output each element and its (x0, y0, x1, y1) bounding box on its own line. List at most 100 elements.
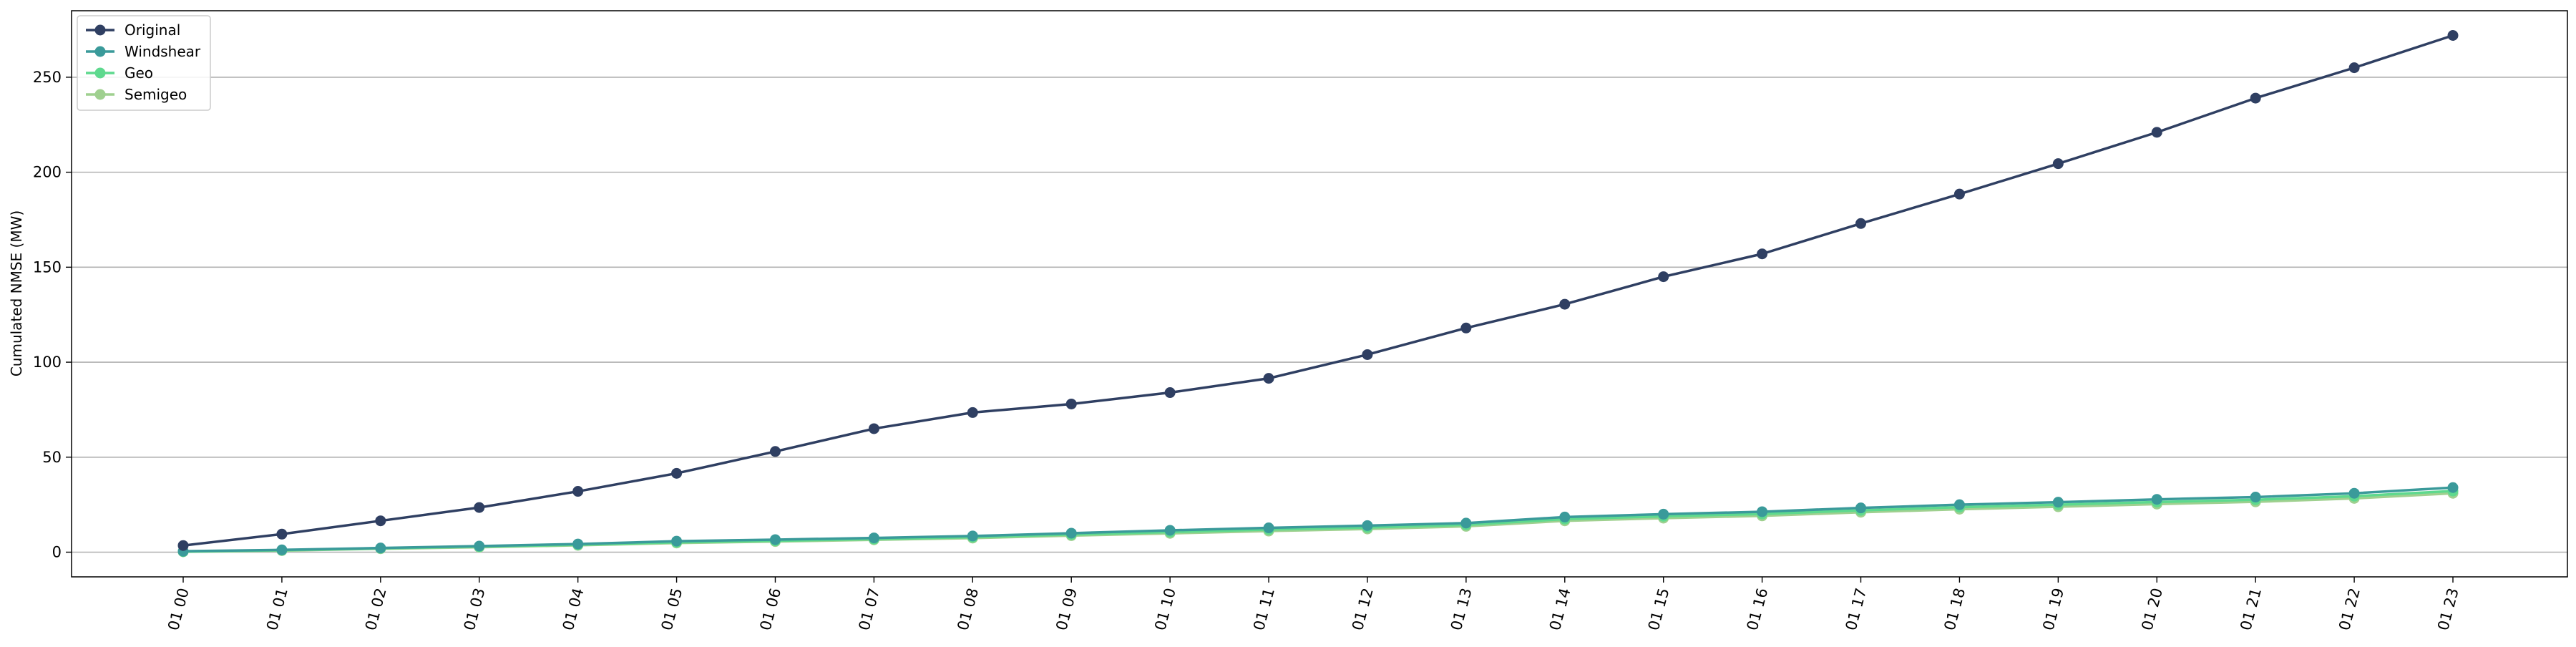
data-point (1559, 511, 1571, 522)
series-windshear (177, 482, 2459, 557)
data-point (1953, 188, 1965, 200)
grid-lines (72, 77, 2567, 553)
legend-swatch-marker (94, 46, 106, 57)
legend-label: Semigeo (125, 86, 187, 103)
data-point (671, 535, 683, 547)
data-point (967, 530, 978, 542)
x-tick-label: 01 15 (1645, 586, 1673, 632)
data-point (2151, 494, 2162, 505)
data-point (1362, 349, 1373, 360)
y-axis: 0 50 100 150 200 250 (33, 69, 72, 560)
data-point (375, 543, 386, 554)
y-tick-label: 150 (33, 258, 62, 276)
data-point (769, 446, 781, 457)
x-tick-label: 01 17 (1843, 586, 1870, 632)
data-point (868, 423, 879, 434)
data-point (276, 528, 288, 540)
data-point (2250, 492, 2261, 503)
data-point (1757, 248, 1768, 260)
y-tick-label: 50 (42, 449, 62, 466)
legend-swatch-marker (94, 24, 106, 36)
x-axis: 01 00 01 01 01 02 01 03 01 04 01 05 01 06 01 07… (165, 577, 2462, 632)
x-tick-label: 01 19 (2039, 586, 2067, 632)
data-point (1460, 322, 1472, 334)
data-point (1362, 520, 1373, 531)
x-tick-label: 01 04 (560, 586, 587, 632)
x-tick-label: 01 02 (362, 586, 390, 632)
data-point (572, 538, 584, 550)
x-tick-label: 01 20 (2138, 586, 2166, 632)
data-point (1559, 298, 1571, 310)
x-tick-label: 01 07 (855, 586, 883, 632)
x-tick-label: 01 11 (1250, 586, 1278, 632)
x-tick-label: 01 13 (1448, 586, 1475, 632)
data-point (1855, 502, 1867, 514)
x-tick-label: 01 10 (1151, 586, 1179, 632)
data-point (2250, 92, 2261, 104)
y-tick-label: 0 (52, 543, 62, 560)
legend-swatch-marker (94, 67, 106, 79)
series-original (177, 30, 2459, 551)
x-tick-label: 01 23 (2434, 586, 2462, 632)
x-tick-label: 01 12 (1349, 586, 1377, 632)
series-line (182, 486, 2454, 553)
y-tick-label: 100 (33, 354, 62, 371)
data-point (375, 515, 386, 527)
x-tick-label: 01 22 (2336, 586, 2363, 632)
legend-item: Geo (86, 64, 153, 82)
data-point (2348, 62, 2360, 74)
legend-label: Original (125, 21, 180, 39)
x-tick-label: 01 00 (165, 586, 192, 632)
plot-frame (71, 10, 2568, 578)
data-point (1953, 499, 1965, 510)
x-tick-label: 01 18 (1941, 586, 1969, 632)
legend-label: Geo (125, 64, 153, 82)
data-point (2151, 127, 2162, 138)
legend-item: Windshear (86, 43, 201, 60)
series-layer (177, 30, 2459, 558)
y-tick-label: 200 (33, 164, 62, 181)
data-point (1460, 517, 1472, 529)
y-axis-label: Cumulated NMSE (MW) (8, 210, 25, 376)
data-point (474, 540, 485, 552)
data-point (1263, 522, 1274, 534)
legend: Original Windshear Geo Semigeo (77, 15, 211, 111)
data-point (276, 544, 288, 555)
data-point (1658, 508, 1669, 520)
data-point (1658, 271, 1669, 283)
legend-box (77, 15, 211, 111)
legend-item: Original (86, 21, 180, 39)
x-tick-label: 01 09 (1053, 586, 1080, 632)
x-tick-label: 01 08 (954, 586, 982, 632)
data-point (2052, 158, 2064, 170)
data-point (769, 534, 781, 545)
x-tick-label: 01 21 (2237, 586, 2265, 632)
data-point (1757, 506, 1768, 517)
legend-swatch-marker (94, 89, 106, 100)
data-point (1065, 398, 1077, 409)
data-point (474, 502, 485, 513)
data-point (2447, 30, 2459, 42)
data-point (868, 532, 879, 544)
data-point (1164, 387, 1176, 399)
data-point (967, 407, 978, 418)
x-tick-label: 01 05 (658, 586, 686, 632)
data-point (671, 467, 683, 479)
data-point (572, 486, 584, 497)
data-point (1855, 218, 1867, 229)
y-tick-label: 250 (33, 69, 62, 86)
data-point (1263, 373, 1274, 384)
legend-item: Semigeo (86, 86, 187, 103)
data-point (2052, 497, 2064, 508)
x-tick-label: 01 03 (461, 586, 489, 632)
data-point (1164, 525, 1176, 536)
data-point (177, 540, 189, 551)
series-line (182, 34, 2454, 547)
data-point (2447, 482, 2459, 493)
data-point (1065, 527, 1077, 539)
x-tick-label: 01 16 (1744, 586, 1772, 632)
x-tick-label: 01 14 (1546, 586, 1574, 632)
x-tick-label: 01 01 (263, 586, 291, 632)
